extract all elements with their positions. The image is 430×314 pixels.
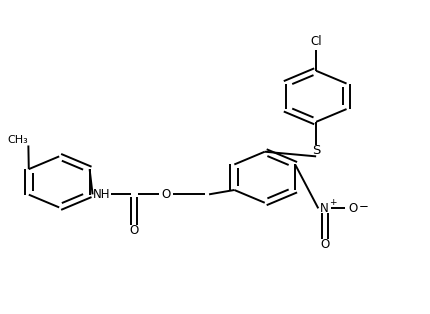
Text: O: O	[347, 202, 356, 215]
Text: −: −	[357, 200, 367, 213]
Text: O: O	[161, 188, 170, 201]
Text: N: N	[319, 202, 329, 215]
Text: O: O	[319, 238, 329, 251]
Text: O: O	[129, 224, 138, 237]
Text: CH₃: CH₃	[7, 135, 28, 145]
Text: S: S	[311, 144, 319, 157]
Text: +: +	[328, 198, 335, 207]
Text: NH: NH	[93, 188, 111, 201]
Text: Cl: Cl	[310, 35, 321, 48]
